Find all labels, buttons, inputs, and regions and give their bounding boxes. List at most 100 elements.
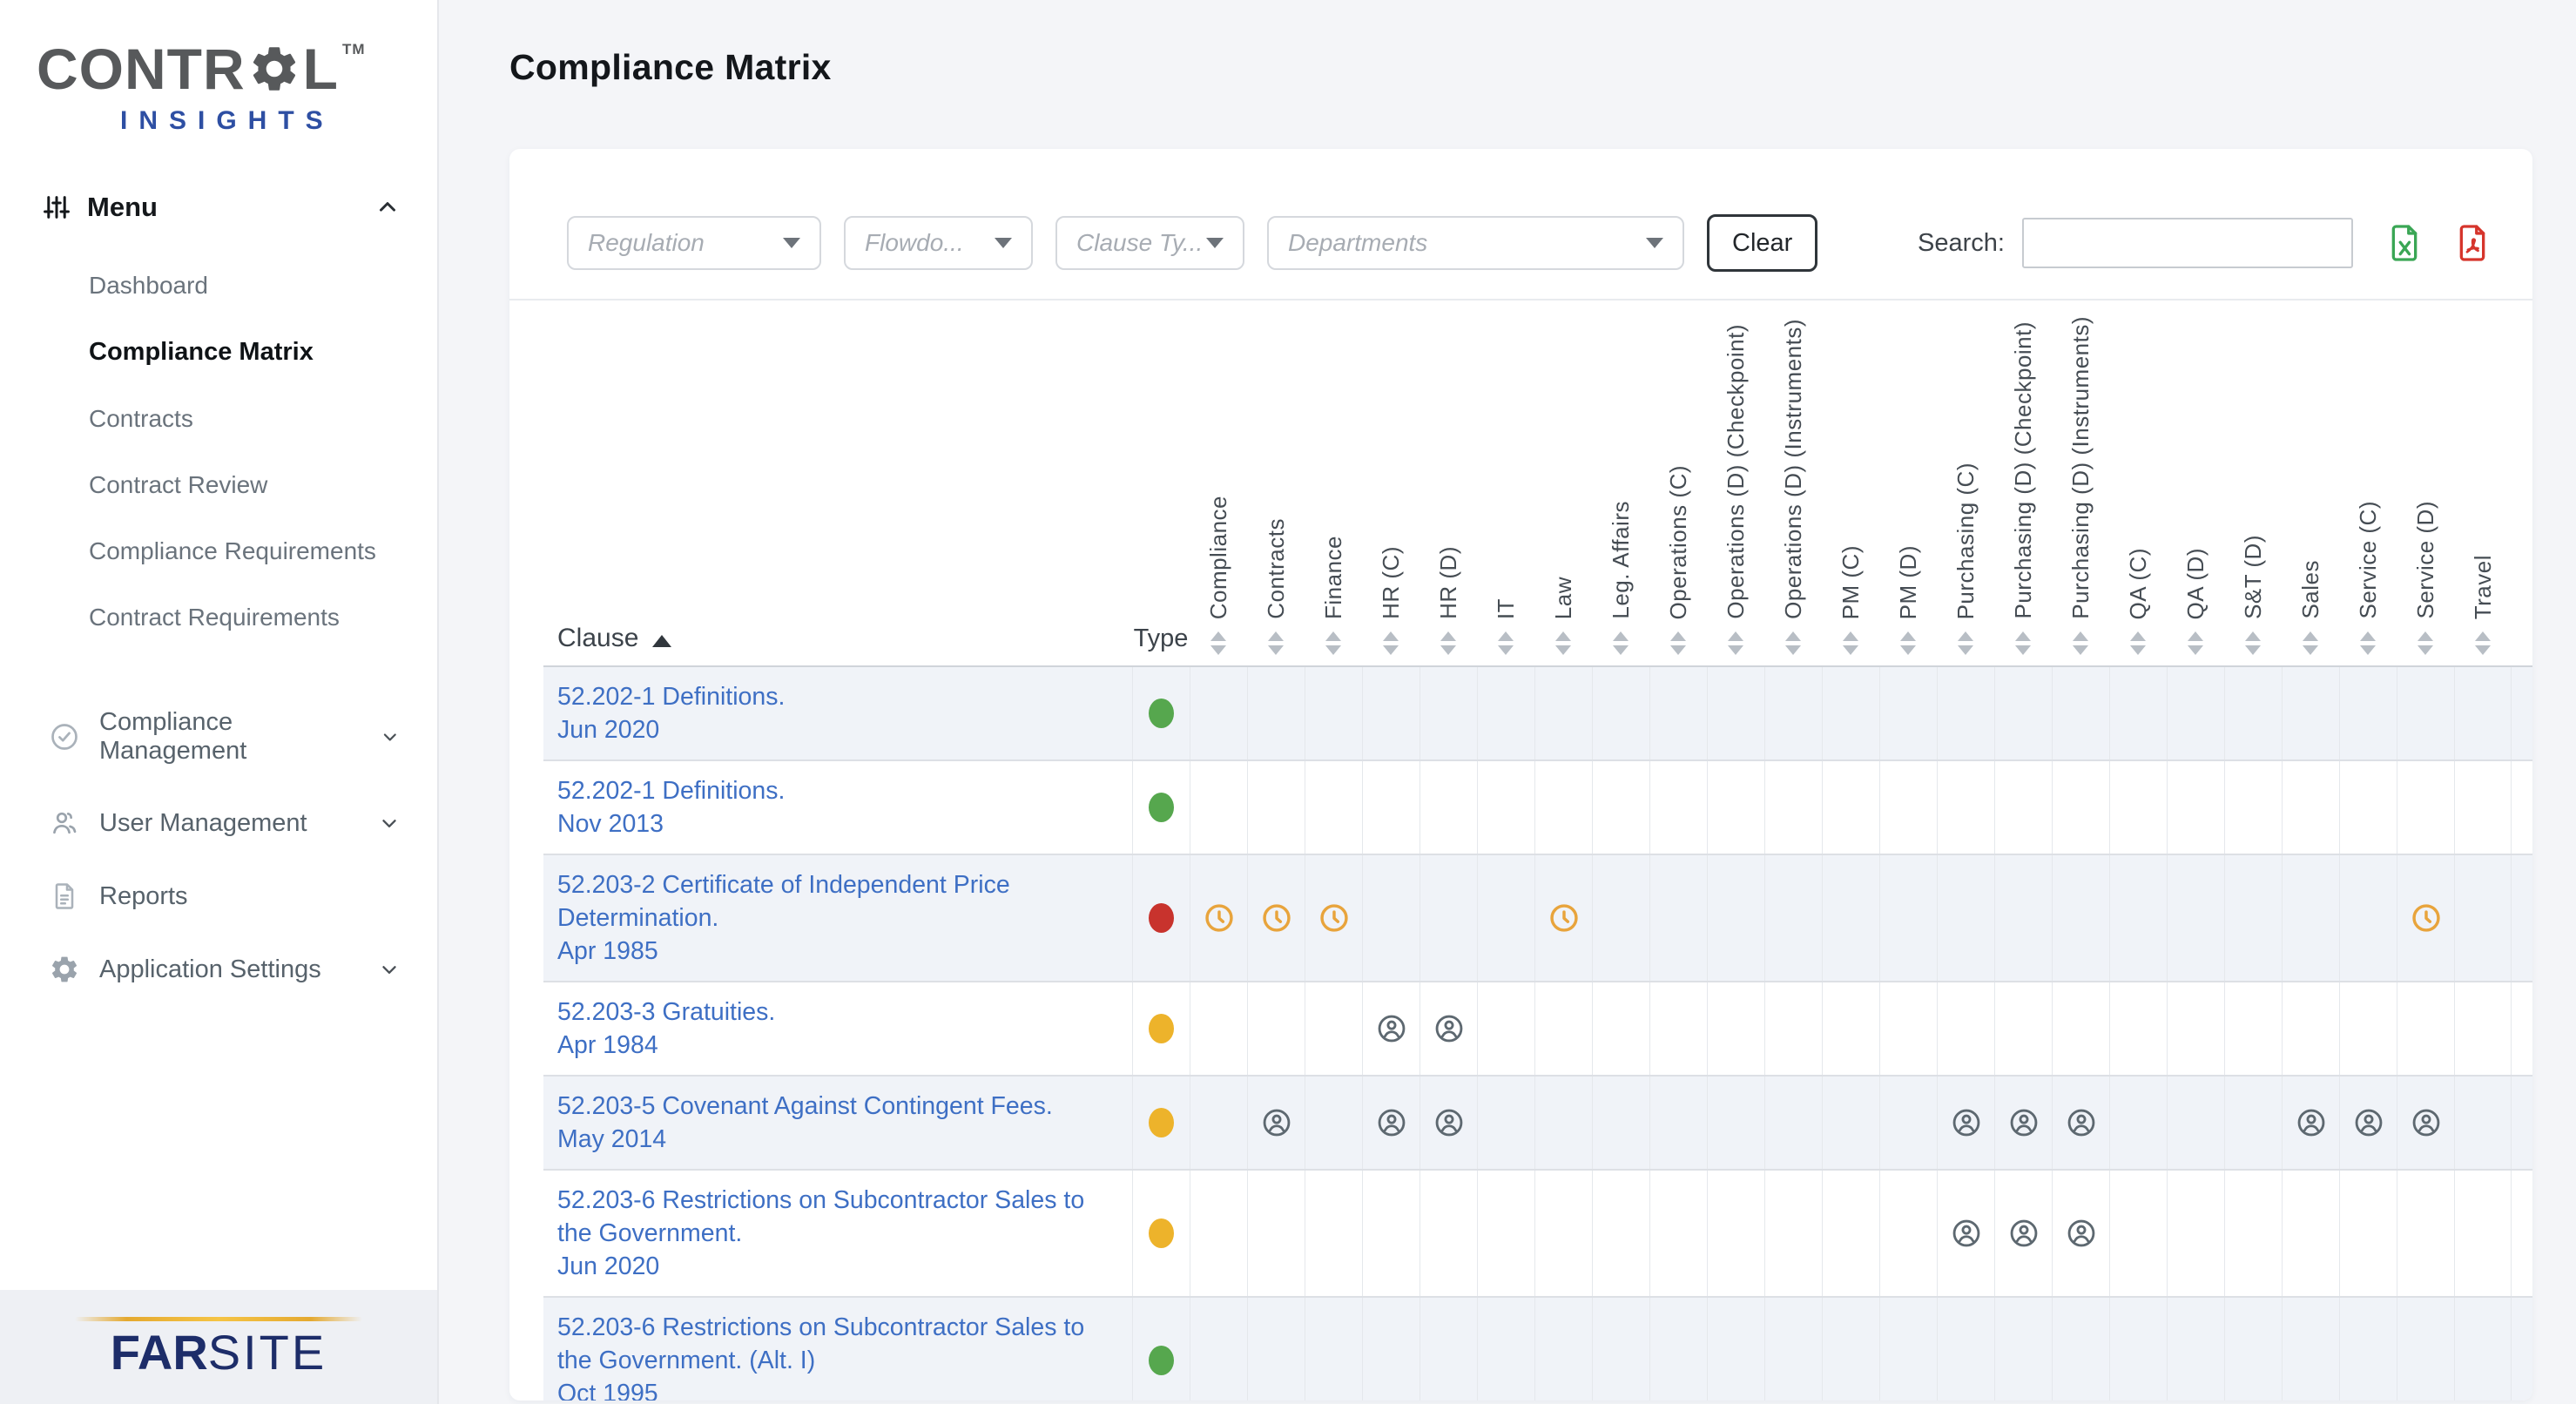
clause-link[interactable]: 52.202-1 Definitions. <box>557 777 786 805</box>
person-icon-cell-purchasing-d-checkpoint[interactable] <box>1994 1171 2052 1296</box>
clause-header-label: Clause <box>557 624 639 652</box>
column-header-purchasing-c[interactable]: Purchasing (C) <box>1937 300 1994 665</box>
column-header-sales[interactable]: Sales <box>2282 300 2339 665</box>
clause-date-link[interactable]: Nov 2013 <box>557 810 664 838</box>
person-icon-cell-hr-d[interactable] <box>1419 1077 1477 1169</box>
empty-cell <box>1937 855 1994 981</box>
empty-cell <box>1707 761 1764 854</box>
column-header-label: Service (C) <box>2355 501 2381 619</box>
search-input[interactable] <box>2022 218 2353 268</box>
clause-link[interactable]: 52.203-2 Certificate of Independent Pric… <box>557 871 1010 932</box>
clock-icon-cell-service-d[interactable] <box>2397 855 2454 981</box>
column-header-contracts[interactable]: Contracts <box>1247 300 1305 665</box>
column-header-travel[interactable]: Travel <box>2454 300 2512 665</box>
sidebar-item-contract-review[interactable]: Contract Review <box>89 471 268 498</box>
logo-text-insights: INSIGHTS <box>120 106 334 135</box>
column-header-compliance[interactable]: Compliance <box>1190 300 1247 665</box>
sidebar-item-application-settings[interactable]: Application Settings <box>0 933 437 1006</box>
column-header-hr-c[interactable]: HR (C) <box>1362 300 1419 665</box>
flowdown-dropdown[interactable]: Flowdo... <box>844 216 1033 270</box>
check-circle-icon <box>51 724 78 750</box>
clock-icon <box>1549 904 1578 932</box>
clause-type-dropdown[interactable]: Clause Ty... <box>1055 216 1244 270</box>
clause-date-link[interactable]: Apr 1984 <box>557 1031 658 1059</box>
menu-toggle[interactable]: Menu <box>42 192 401 223</box>
empty-cell <box>1247 1171 1305 1296</box>
column-header-pm-c[interactable]: PM (C) <box>1822 300 1879 665</box>
sidebar-item-dashboard[interactable]: Dashboard <box>89 272 208 299</box>
sort-both-icon <box>2360 631 2376 655</box>
clause-date-link[interactable]: Oct 1995 <box>557 1380 658 1401</box>
column-header-operations-c[interactable]: Operations (C) <box>1649 300 1707 665</box>
sidebar-item-contracts[interactable]: Contracts <box>89 405 193 432</box>
person-icon-cell-sales[interactable] <box>2282 1077 2339 1169</box>
person-icon-cell-hr-c[interactable] <box>1362 1077 1419 1169</box>
clause-cell: 52.202-1 Definitions. Jun 2020 <box>543 667 1132 759</box>
clear-filters-button[interactable]: Clear <box>1707 214 1818 272</box>
column-header-it[interactable]: IT <box>1477 300 1534 665</box>
pdf-export-icon[interactable] <box>2456 223 2489 263</box>
empty-cell <box>1190 667 1247 759</box>
type-cell <box>1132 1171 1190 1296</box>
empty-cell <box>1879 982 1937 1075</box>
clock-icon-cell-contracts[interactable] <box>1247 855 1305 981</box>
regulation-dropdown[interactable]: Regulation <box>567 216 821 270</box>
column-header-finance[interactable]: Finance <box>1305 300 1362 665</box>
clause-date-link[interactable]: Apr 1985 <box>557 937 658 965</box>
clause-date-link[interactable]: May 2014 <box>557 1125 667 1153</box>
clause-link[interactable]: 52.202-1 Definitions. <box>557 683 786 711</box>
column-header-leg-affairs[interactable]: Leg. Affairs <box>1592 300 1649 665</box>
person-icon-cell-hr-c[interactable] <box>1362 982 1419 1075</box>
clause-link[interactable]: 52.203-3 Gratuities. <box>557 998 776 1026</box>
sidebar-item-contract-requirements[interactable]: Contract Requirements <box>89 604 340 631</box>
person-icon-cell-purchasing-d-instruments[interactable] <box>2052 1171 2109 1296</box>
person-icon-cell-purchasing-c[interactable] <box>1937 1171 1994 1296</box>
column-header-qa-c[interactable]: QA (C) <box>2109 300 2167 665</box>
empty-cell <box>1362 1171 1419 1296</box>
clause-link[interactable]: 52.203-6 Restrictions on Subcontractor S… <box>557 1186 1085 1247</box>
column-header-purchasing-d-instruments[interactable]: Purchasing (D) (Instruments) <box>2052 300 2109 665</box>
column-header-service-c[interactable]: Service (C) <box>2339 300 2397 665</box>
clause-column-header[interactable]: Clause <box>543 300 1132 665</box>
person-icon-cell-purchasing-c[interactable] <box>1937 1077 1994 1169</box>
person-icon-cell-service-d[interactable] <box>2397 1077 2454 1169</box>
column-header-service-d[interactable]: Service (D) <box>2397 300 2454 665</box>
clock-icon-cell-law[interactable] <box>1534 855 1592 981</box>
clause-link[interactable]: 52.203-5 Covenant Against Contingent Fee… <box>557 1092 1053 1120</box>
sidebar-item-compliance-matrix[interactable]: Compliance Matrix <box>89 338 314 366</box>
column-header-pm-d[interactable]: PM (D) <box>1879 300 1937 665</box>
column-header-operations-d-checkpoint[interactable]: Operations (D) (Checkpoint) <box>1707 300 1764 665</box>
clause-cell: 52.203-6 Restrictions on Subcontractor S… <box>543 1171 1132 1296</box>
empty-cell <box>1305 1298 1362 1401</box>
empty-cell <box>2167 1298 2224 1401</box>
person-icon-cell-purchasing-d-checkpoint[interactable] <box>1994 1077 2052 1169</box>
column-header-s-t-d[interactable]: S&T (D) <box>2224 300 2282 665</box>
clause-link[interactable]: 52.203-6 Restrictions on Subcontractor S… <box>557 1313 1085 1374</box>
departments-dropdown[interactable]: Departments <box>1267 216 1684 270</box>
person-icon-cell-hr-d[interactable] <box>1419 982 1477 1075</box>
empty-cell <box>1592 855 1649 981</box>
empty-cell <box>1362 1298 1419 1401</box>
column-header-hr-d[interactable]: HR (D) <box>1419 300 1477 665</box>
empty-cell <box>2052 982 2109 1075</box>
clause-date-link[interactable]: Jun 2020 <box>557 1252 660 1280</box>
sidebar-item-reports[interactable]: Reports <box>0 860 437 933</box>
excel-export-icon[interactable] <box>2388 223 2421 263</box>
sidebar-item-compliance-management[interactable]: Compliance Management <box>0 687 437 786</box>
sidebar-item-user-management[interactable]: User Management <box>0 786 437 860</box>
column-header-operations-d-instruments[interactable]: Operations (D) (Instruments) <box>1764 300 1822 665</box>
person-icon-cell-purchasing-d-instruments[interactable] <box>2052 1077 2109 1169</box>
empty-cell <box>1649 1077 1707 1169</box>
clause-date-link[interactable]: Jun 2020 <box>557 716 660 744</box>
person-icon-cell-service-c[interactable] <box>2339 1077 2397 1169</box>
column-header-qa-d[interactable]: QA (D) <box>2167 300 2224 665</box>
column-header-law[interactable]: Law <box>1534 300 1592 665</box>
clock-icon-cell-finance[interactable] <box>1305 855 1362 981</box>
column-header-label: Operations (D) (Instruments) <box>1780 319 1806 619</box>
sidebar-item-compliance-requirements[interactable]: Compliance Requirements <box>89 537 376 564</box>
clause-cell: 52.203-5 Covenant Against Contingent Fee… <box>543 1077 1132 1169</box>
column-header-purchasing-d-checkpoint[interactable]: Purchasing (D) (Checkpoint) <box>1994 300 2052 665</box>
empty-cell <box>2167 1171 2224 1296</box>
person-icon-cell-contracts[interactable] <box>1247 1077 1305 1169</box>
clock-icon-cell-compliance[interactable] <box>1190 855 1247 981</box>
